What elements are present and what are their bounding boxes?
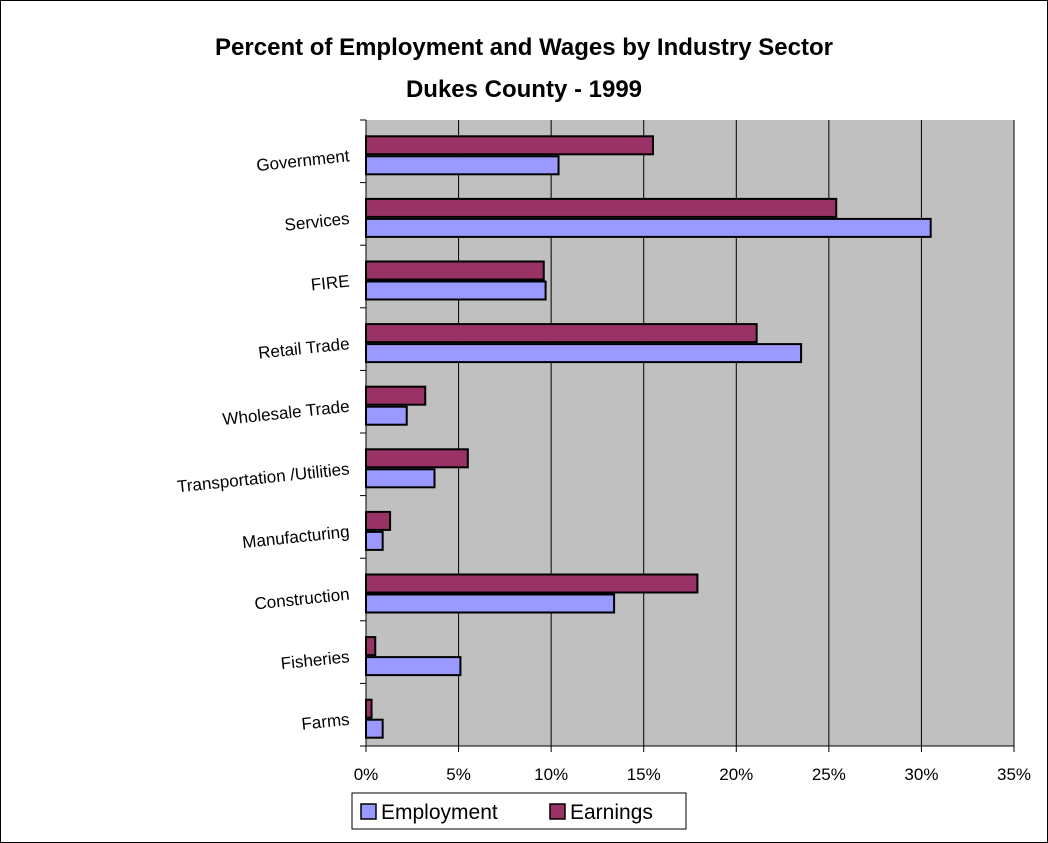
employment-bar — [365, 718, 384, 739]
x-tick-label: 5% — [446, 765, 471, 784]
x-tick-label: 15% — [627, 765, 661, 784]
x-tick-label: 25% — [812, 765, 846, 784]
legend-label-earnings: Earnings — [570, 801, 653, 824]
category-label: Farms — [301, 710, 351, 734]
chart-subtitle-text: Dukes County - 1999 — [405, 76, 643, 103]
x-tick-label: 35% — [997, 765, 1031, 784]
legend-box — [351, 792, 687, 830]
earnings-bar — [365, 573, 699, 594]
legend-label-employment: Employment — [381, 801, 498, 824]
earnings-bar — [365, 636, 377, 657]
earnings-bar — [365, 135, 654, 156]
employment-bar — [365, 593, 616, 614]
category-label: Transportation /Utilities — [176, 459, 350, 496]
earnings-bar — [365, 448, 469, 469]
earnings-bar — [365, 323, 758, 344]
x-tick-label: 30% — [904, 765, 938, 784]
earnings-bar — [365, 197, 838, 218]
earnings-bar — [365, 510, 392, 531]
category-label: FIRE — [310, 272, 351, 295]
earnings-bar — [365, 385, 427, 406]
category-label: Government — [255, 146, 350, 175]
employment-bar — [365, 217, 932, 238]
x-tick-label: 20% — [719, 765, 753, 784]
category-label: Manufacturing — [241, 522, 350, 552]
category-label: Fisheries — [280, 647, 351, 673]
legend-swatch-employment — [360, 803, 377, 820]
x-tick-label: 0% — [354, 765, 379, 784]
employment-bar — [365, 280, 547, 301]
legend-swatch-earnings — [549, 803, 566, 820]
category-label: Retail Trade — [257, 334, 350, 362]
earnings-bar — [365, 698, 373, 719]
chart-title-text: Percent of Employment and Wages by Indus… — [215, 34, 833, 61]
employment-bar — [365, 468, 436, 489]
category-label: Construction — [254, 585, 351, 614]
earnings-bar — [365, 260, 545, 281]
employment-bar — [365, 405, 408, 426]
category-label: Services — [284, 209, 351, 235]
employment-bar — [365, 343, 803, 364]
category-label: Wholesale Trade — [222, 397, 351, 429]
employment-bar — [365, 530, 384, 551]
employment-bar — [365, 155, 560, 176]
employment-bar — [365, 656, 462, 677]
x-tick-label: 10% — [534, 765, 568, 784]
